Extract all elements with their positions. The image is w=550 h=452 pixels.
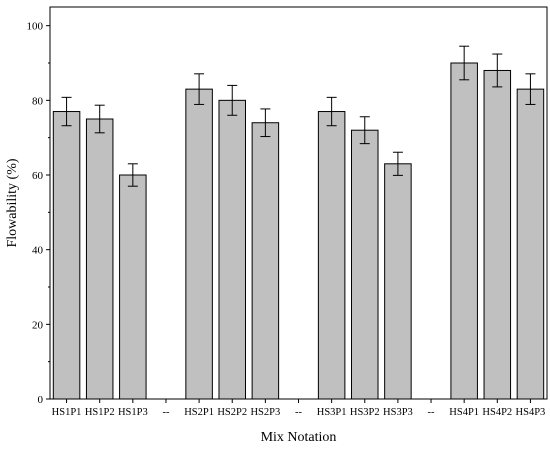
- x-tick-label: HS3P1: [317, 407, 347, 418]
- x-tick-label: HS3P3: [383, 407, 413, 418]
- y-axis: 0 20 40 60 80 100: [27, 21, 50, 406]
- error-bar-hs1p2: [94, 104, 105, 134]
- bar-hs1p3: [119, 174, 147, 400]
- bars-group: [52, 62, 545, 400]
- error-bar-hs4p2: [492, 53, 503, 88]
- y-tick-label: 60: [32, 170, 44, 182]
- x-tick-label: HS4P3: [516, 407, 546, 418]
- error-bar-hs2p2: [227, 84, 238, 116]
- error-bar-hs4p1: [459, 45, 470, 81]
- x-axis-label: Mix Notation: [261, 430, 337, 445]
- x-tick-label: HS2P2: [217, 407, 247, 418]
- x-tick-label: --: [162, 407, 169, 418]
- bar-hs2p1: [185, 88, 213, 400]
- x-tick-label: HS4P1: [449, 407, 479, 418]
- bar-hs3p1: [317, 111, 346, 400]
- y-axis-label: Flowability (%): [5, 158, 20, 247]
- x-tick-label: HS3P2: [350, 407, 380, 418]
- bar-hs4p1: [450, 62, 478, 400]
- bar-hs3p2: [351, 129, 379, 400]
- x-tick-label: HS1P1: [52, 407, 82, 418]
- x-axis: HS1P1 HS1P2 HS1P3 -- HS2P1 HS2P2 HS2P3 -- HS3P1 H…: [52, 399, 546, 418]
- x-tick-label: HS2P3: [250, 407, 280, 418]
- error-bar-hs3p1: [326, 96, 337, 127]
- y-tick-label: 0: [38, 394, 44, 406]
- bar-hs2p2: [218, 99, 246, 400]
- error-bars-group: [61, 45, 536, 187]
- y-tick-label: 40: [32, 245, 44, 257]
- bar-hs3p3: [384, 163, 412, 400]
- x-tick-label: --: [428, 407, 435, 418]
- x-tick-label: HS4P2: [482, 407, 512, 418]
- y-tick-label: 100: [27, 21, 44, 33]
- error-bar-hs1p3: [127, 163, 138, 187]
- error-bar-hs4p3: [525, 73, 536, 105]
- x-tick-label: HS2P1: [184, 407, 214, 418]
- error-bar-hs1p1: [61, 96, 72, 127]
- error-bar-hs3p2: [359, 116, 370, 145]
- y-tick-label: 20: [32, 319, 44, 331]
- bar-hs1p2: [85, 118, 114, 400]
- x-tick-label: HS1P2: [85, 407, 115, 418]
- error-bar-hs2p1: [194, 73, 205, 105]
- bar-hs2p3: [251, 122, 280, 400]
- y-tick-label: 80: [32, 95, 44, 107]
- x-tick-label: --: [295, 407, 302, 418]
- x-tick-label: HS1P3: [118, 407, 148, 418]
- bar-hs4p3: [516, 88, 545, 400]
- bar-hs1p1: [52, 111, 81, 400]
- error-bar-hs3p3: [392, 151, 403, 176]
- error-bar-hs2p3: [260, 108, 271, 138]
- bar-hs4p2: [483, 69, 512, 400]
